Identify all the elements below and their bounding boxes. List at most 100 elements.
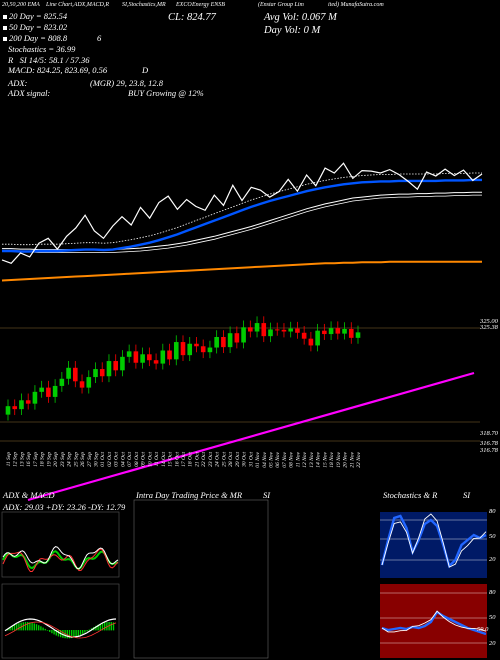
date-tick-label: 31 Oct [248,452,254,468]
price-axis-label-2: 325.38 [480,324,498,331]
price-axis-label-4: 316.78 [480,440,498,447]
date-tick-label: 21 Oct [194,452,200,467]
candle-body [281,329,287,332]
adx-panel [1,511,120,578]
macd-histogram-bar [13,625,16,631]
candle-body [315,330,320,346]
mgr-label: (MGR) 29, 23.8, 12.8 [90,78,163,88]
macd-line-series [4,618,117,638]
ema50-label: 50 Day = 823.02 [3,22,67,32]
date-tick-label: 06 Nov [275,451,281,467]
adx-signal-label: ADX signal: [8,88,51,98]
date-tick-label: 27 Sep [87,452,93,467]
macd-histogram-bar [108,622,110,631]
date-tick-label: 08 Nov [289,451,295,467]
header-token-exchange: EXCO [176,2,192,8]
candle-body [167,350,172,360]
date-tick-label: 15 Nov [322,451,328,467]
minus-di-series [2,548,119,572]
candle-body [39,387,44,392]
candle-body [207,347,213,353]
date-tick-label: 17 Oct [181,452,187,467]
candle-body [66,367,71,379]
candle-body [25,400,31,404]
header-token-company: (Enstar Group Lim [258,2,304,8]
ema50-band-series [2,194,482,253]
candle-body [160,350,166,364]
candle-body [355,332,361,338]
date-tick-label: 23 Oct [208,452,214,467]
date-tick-label: 01 Nov [255,451,261,467]
date-tick-label: 04 Nov [261,451,268,467]
candle-body [73,367,78,382]
macd-histogram-bar [68,630,71,639]
candle-body [234,333,240,343]
date-tick-label: 22 Nov [356,451,362,467]
date-tick-label: 10 Oct [147,452,153,467]
adx-macd-title: ADX & MACD [3,490,55,500]
plus-di-series [2,550,119,570]
date-tick-label: 08 Oct [134,452,140,467]
macd-histogram-bar [7,628,9,631]
macd-histogram-bar [55,630,57,636]
candle-body [322,330,327,335]
candle-body [295,328,300,333]
macd-histogram-bar [112,622,115,631]
stoch-axis-50: 50 [489,533,496,540]
macd-histogram-bar [46,630,49,631]
ema20-label: 20 Day = 825.54 [3,11,67,21]
buy-signal-label: BUY Growing @ 12% [128,88,204,98]
candle-body [173,342,179,360]
candle-body [214,337,219,348]
macd-trend-line [27,371,475,502]
rsi-panel [380,584,487,658]
date-tick-label: 29 Oct [235,452,241,467]
candle-body [99,369,105,377]
header-token-ema: 20,50,200 EMA [2,2,40,8]
date-tick-label: 12 Nov [302,451,308,467]
rsi-signal-series [381,610,487,633]
date-tick-label: 04 Oct [119,452,126,467]
candle-body [342,328,347,334]
date-tick-label: 07 Nov [282,451,288,467]
stoch-panel-suffix: SI [463,490,471,500]
date-tick-label: 03 Oct [114,452,120,467]
close-price-series [1,162,483,265]
candle-body [59,378,65,386]
adx-series [2,546,119,570]
candle-body [5,406,11,415]
date-tick-label: 12 Sep [13,452,19,467]
macd-histogram-bar [77,630,79,637]
date-tick-label: 11 Oct [154,452,160,467]
date-tick-label: 18 Sep [40,452,46,467]
macd-histogram-bar [79,630,82,636]
date-tick-label: 25 Sep [73,452,79,467]
candle-body [335,328,341,334]
avg-volume: Avg Vol: 0.067 M [264,12,337,23]
candle-body [106,361,112,377]
macd-histogram-bar [104,622,106,631]
macd-histogram-bar [110,622,112,631]
stoch-d-series [381,513,487,568]
candle-body [261,323,267,337]
candle-body [187,343,193,356]
close-price: CL: 824.77 [168,12,216,23]
candle-body [12,406,18,410]
candle-body [200,346,206,353]
candle-body [52,385,58,397]
date-tick-label: 16 Oct [174,452,180,467]
candle-body [126,351,132,357]
date-tick-label: 07 Oct [127,452,133,467]
macd-histogram-bar [35,624,38,631]
date-tick-label: 24 Sep [66,452,73,467]
macd-panel [1,583,120,659]
candle-body [328,328,334,335]
date-tick-label: 23 Sep [60,452,66,467]
date-tick-label: 22 Oct [201,452,207,467]
candle-body [308,338,314,346]
ema200-label: 200 Day = 808.8 [3,33,67,43]
indicator-panels [1,499,487,659]
date-tick-label: 18 Nov [329,451,335,467]
candle-body [19,400,24,410]
